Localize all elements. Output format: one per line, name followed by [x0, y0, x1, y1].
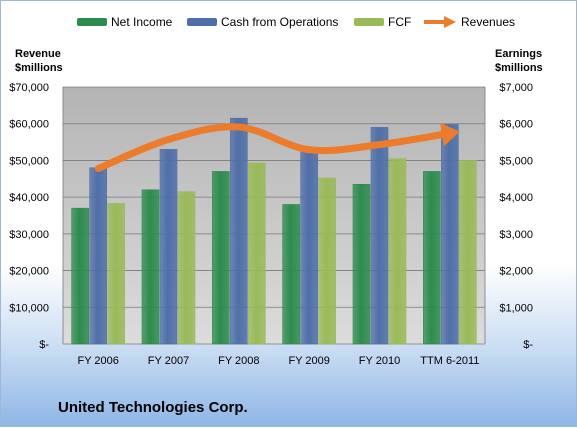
right-tick-label: $6,000: [499, 119, 533, 131]
legend-label-cfo: Cash from Operations: [221, 15, 339, 29]
right-tick-label: $-: [523, 339, 533, 351]
x-tick-label: FY 2008: [218, 355, 259, 367]
revenues-arrowhead: [440, 122, 460, 147]
legend-swatch-fcf: [354, 18, 384, 26]
left-tick-label: $-: [39, 339, 49, 351]
right-axis-title-line1: Earnings: [495, 48, 543, 60]
plot-area: [63, 87, 485, 344]
left-tick-label: $30,000: [9, 229, 49, 241]
bar-net-income: [423, 171, 441, 345]
bar-cash-from-operations: [230, 117, 248, 345]
x-tick-label: FY 2010: [359, 355, 400, 367]
legend-label-revenues: Revenues: [461, 15, 516, 29]
right-tick-label: $4,000: [499, 192, 533, 204]
bar-cash-from-operations: [300, 147, 318, 345]
x-tick-label: TTM 6-2011: [420, 355, 479, 367]
left-tick-label: $60,000: [9, 119, 49, 131]
revenues-line: [94, 123, 454, 173]
right-tick-label: $5,000: [499, 155, 533, 167]
legend-item-revenues: Revenues: [423, 15, 515, 29]
bar-fcf: [459, 160, 477, 345]
right-tick-label: $3,000: [499, 229, 533, 241]
left-tick-label: $50,000: [9, 155, 49, 167]
bar-net-income: [282, 204, 300, 345]
left-axis-title-line1: Revenue: [15, 48, 61, 60]
left-tick-label: $70,000: [9, 82, 49, 94]
right-tick-label: $1,000: [499, 302, 533, 314]
right-axis-title: Earnings $millions: [495, 47, 543, 75]
right-tick-label: $2,000: [499, 266, 533, 278]
legend: Net Income Cash from Operations FCF Reve…: [1, 15, 577, 35]
bar-fcf: [388, 158, 407, 345]
bar-fcf: [107, 203, 125, 345]
left-tick-label: $40,000: [9, 192, 49, 204]
company-name: United Technologies Corp.: [58, 399, 248, 416]
legend-arrow-icon: [424, 16, 456, 28]
bar-cash-from-operations: [89, 167, 107, 345]
x-tick-label: FY 2006: [77, 355, 118, 367]
legend-label-net-income: Net Income: [111, 15, 173, 29]
bar-net-income: [71, 207, 89, 345]
left-tick-label: $20,000: [9, 266, 49, 278]
legend-swatch-cfo: [187, 18, 217, 26]
x-tick-label: FY 2009: [288, 355, 329, 367]
bar-fcf: [248, 162, 266, 345]
bar-net-income: [352, 183, 371, 345]
left-tick-label: $10,000: [9, 302, 49, 314]
bar-fcf: [177, 191, 196, 345]
bar-cash-from-operations: [441, 124, 459, 345]
legend-swatch-net-income: [77, 18, 107, 26]
right-tick-label: $7,000: [499, 82, 533, 94]
bar-cash-from-operations: [159, 149, 178, 345]
legend-item-fcf: FCF: [354, 15, 411, 29]
bar-net-income: [212, 171, 230, 345]
legend-item-cfo: Cash from Operations: [187, 15, 338, 29]
legend-label-fcf: FCF: [388, 15, 412, 29]
left-axis-title-line2: $millions: [15, 62, 63, 74]
bar-net-income: [141, 189, 160, 345]
left-axis-title: Revenue $millions: [15, 47, 63, 75]
right-axis-title-line2: $millions: [495, 62, 543, 74]
bar-cash-from-operations: [370, 127, 389, 345]
legend-item-net-income: Net Income: [77, 15, 172, 29]
bar-fcf: [318, 177, 336, 345]
x-tick-label: FY 2007: [148, 355, 189, 367]
